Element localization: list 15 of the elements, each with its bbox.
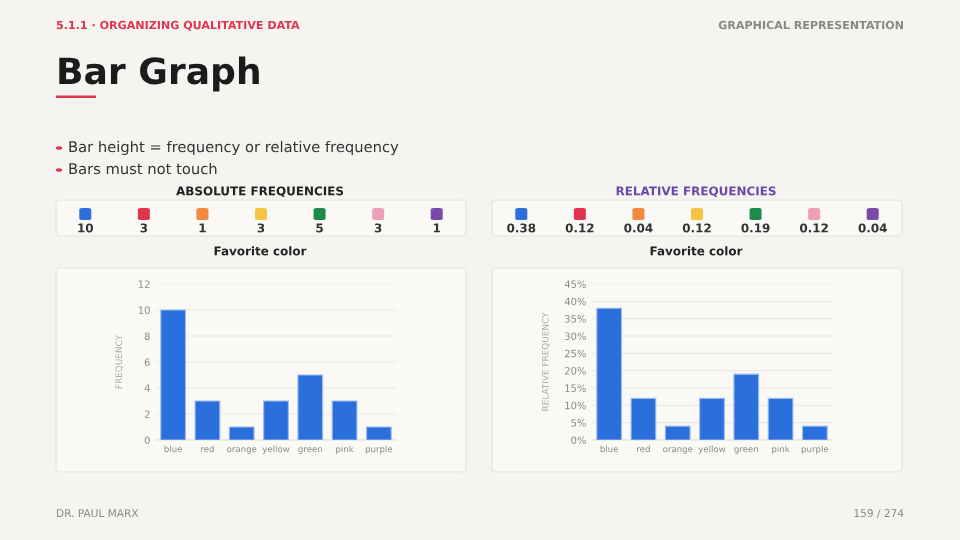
bar [699,397,725,440]
bar [194,400,221,440]
bar [630,397,657,440]
bar [331,400,358,440]
bar [365,426,392,440]
bar [664,425,691,440]
text: Bar Graph [59,56,259,92]
bar [767,397,794,440]
bar [297,374,324,440]
bar [228,426,255,440]
bar [596,307,623,440]
bar [160,309,187,440]
bar [263,400,289,440]
bar [801,425,828,440]
bar [733,373,760,440]
